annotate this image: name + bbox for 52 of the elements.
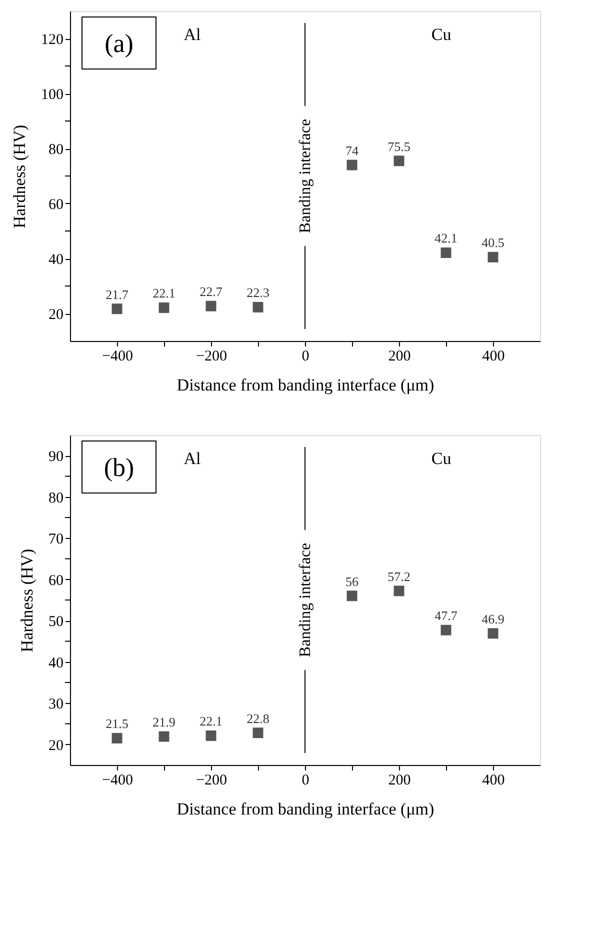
y-tick-label: 50 bbox=[48, 614, 64, 630]
y-tick-label: 90 bbox=[48, 449, 64, 466]
x-tick-label: −200 bbox=[196, 772, 227, 788]
y-tick-label: 100 bbox=[41, 87, 64, 103]
data-label: 40.5 bbox=[482, 235, 504, 250]
y-tick-label: 40 bbox=[48, 252, 64, 268]
x-axis-title: Distance from banding interface (μm) bbox=[176, 800, 434, 818]
data-label: 22.7 bbox=[200, 284, 223, 300]
data-label: 47.7 bbox=[434, 608, 458, 624]
data-label: 22.1 bbox=[152, 286, 176, 301]
data-label: 22.3 bbox=[246, 285, 270, 300]
y-tick-label: 20 bbox=[48, 738, 64, 754]
data-label: 42.1 bbox=[434, 230, 458, 246]
y-axis-title: Hardness (HV) bbox=[18, 548, 36, 652]
annotation: (a) bbox=[104, 29, 134, 58]
y-tick-label: 80 bbox=[48, 490, 64, 506]
data-label: 21.5 bbox=[106, 716, 128, 732]
y-tick-label: 70 bbox=[48, 532, 64, 548]
y-tick-label: 40 bbox=[48, 655, 64, 672]
x-tick-label: −200 bbox=[196, 348, 227, 364]
ref-line-label: Banding interface bbox=[297, 542, 314, 658]
data-label: 75.5 bbox=[388, 138, 410, 154]
data-label: 22.8 bbox=[246, 710, 270, 726]
data-label: 56 bbox=[346, 574, 359, 589]
data-label: 74 bbox=[346, 143, 359, 158]
annotation: Al bbox=[184, 449, 201, 468]
x-tick-label: 0 bbox=[302, 772, 310, 788]
data-label: 21.7 bbox=[106, 286, 129, 302]
annotation: Cu bbox=[431, 449, 452, 468]
x-tick-label: 0 bbox=[302, 348, 310, 364]
x-tick-label: −400 bbox=[102, 348, 133, 364]
x-tick-label: 200 bbox=[388, 348, 411, 364]
y-tick-label: 60 bbox=[48, 572, 64, 589]
annotation: (b) bbox=[104, 453, 134, 482]
y-tick-label: 20 bbox=[48, 307, 64, 323]
data-label: 21.9 bbox=[152, 714, 176, 730]
x-tick-label: 200 bbox=[388, 772, 411, 788]
y-tick-label: 80 bbox=[48, 142, 64, 158]
y-axis-title: Hardness (HV) bbox=[10, 124, 29, 228]
x-axis-title: Distance from banding interface (μm) bbox=[176, 376, 434, 394]
y-tick-label: 30 bbox=[48, 696, 64, 713]
y-tick-label: 120 bbox=[41, 32, 64, 48]
x-tick-label: 400 bbox=[482, 348, 505, 364]
x-tick-label: −400 bbox=[102, 772, 133, 788]
data-label: 22.1 bbox=[200, 714, 222, 729]
x-tick-label: 400 bbox=[482, 772, 505, 788]
data-label: 57.2 bbox=[388, 568, 410, 584]
y-tick-label: 60 bbox=[48, 197, 64, 213]
ref-line-label: Banding interface bbox=[297, 118, 314, 234]
annotation: Al bbox=[184, 25, 201, 44]
annotation: Cu bbox=[431, 25, 452, 44]
data-label: 46.9 bbox=[482, 611, 504, 626]
